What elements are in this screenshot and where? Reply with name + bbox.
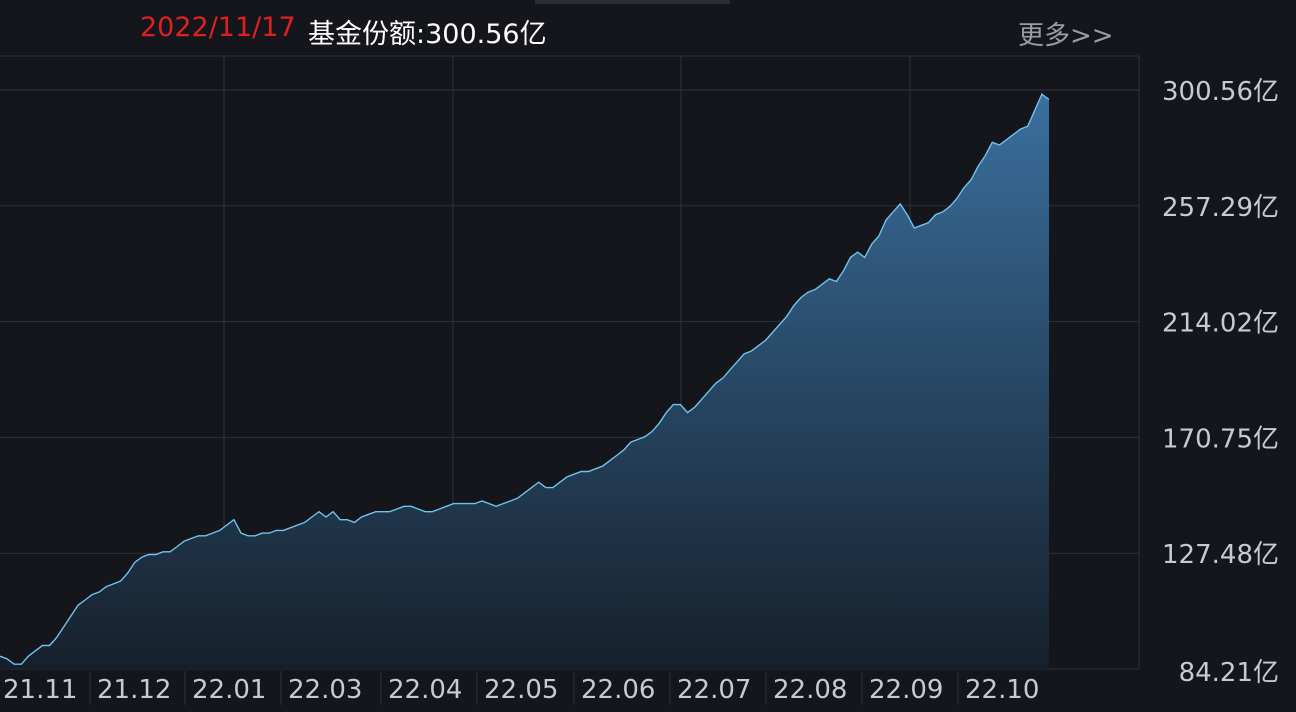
- y-tick-label: 300.56亿: [1162, 77, 1279, 107]
- y-tick-label: 214.02亿: [1162, 309, 1279, 339]
- y-tick-label: 127.48亿: [1162, 540, 1279, 570]
- x-tick-label: 22.04: [388, 675, 462, 705]
- x-tick-label: 22.01: [192, 675, 266, 705]
- fund-shares-value: 300.56亿: [425, 19, 547, 50]
- selected-date: 2022/11/17: [140, 12, 296, 43]
- area-fill: [0, 94, 1049, 669]
- y-tick-label: 84.21亿: [1179, 658, 1279, 688]
- x-tick-label: 22.07: [677, 675, 751, 705]
- x-axis: 21.11 21.12 22.01 22.03 22.04 22.05 22.06 22.07…: [3, 671, 1039, 705]
- x-tick-label: 22.10: [965, 675, 1039, 705]
- x-tick-label: 22.05: [484, 675, 558, 705]
- fund-shares-label: 基金份额:: [308, 19, 426, 50]
- x-tick-label: 21.12: [97, 675, 171, 705]
- series-line: [0, 93, 1050, 665]
- x-tick-label: 22.08: [773, 675, 847, 705]
- x-tick-label: 22.03: [288, 675, 362, 705]
- top-tab-indicator: [535, 0, 730, 4]
- x-tick-label: 21.11: [3, 675, 77, 705]
- header-bar: 2022/11/17 基金份额:300.56亿 更多>>: [0, 0, 1296, 56]
- y-tick-label: 257.29亿: [1162, 193, 1279, 223]
- y-tick-label: 170.75亿: [1162, 424, 1279, 454]
- x-tick-label: 22.06: [581, 675, 655, 705]
- fund-shares-readout: 基金份额:300.56亿: [308, 12, 547, 51]
- y-axis: 84.21亿 127.48亿 170.75亿 214.02亿 257.29亿 300.56…: [1162, 77, 1279, 688]
- more-link[interactable]: 更多>>: [1018, 21, 1114, 51]
- x-tick-label: 22.09: [869, 675, 943, 705]
